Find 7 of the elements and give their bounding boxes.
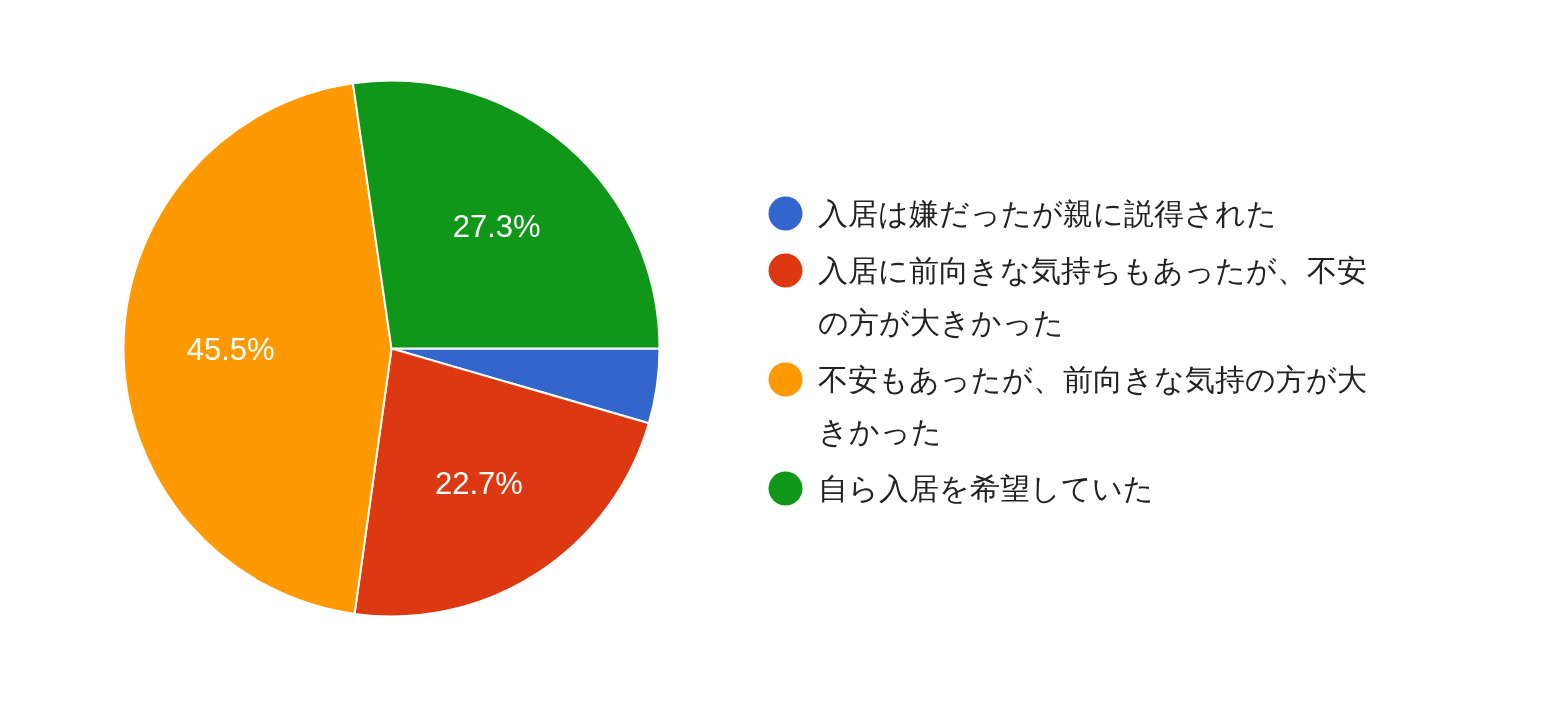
data-label: 45.5% bbox=[186, 331, 275, 367]
legend-label: 不安もあったが、前向きな気持の方が大きかった bbox=[817, 362, 1367, 449]
legend-label: 入居に前向きな気持ちもあったが、不安の方が大きかった bbox=[817, 253, 1367, 340]
data-label: 27.3% bbox=[452, 209, 541, 245]
data-label: 22.7% bbox=[434, 465, 523, 501]
legend-label: 入居は嫌だったが親に説得された bbox=[817, 196, 1277, 231]
legend-label: 自ら入居を希望していた bbox=[817, 471, 1154, 506]
